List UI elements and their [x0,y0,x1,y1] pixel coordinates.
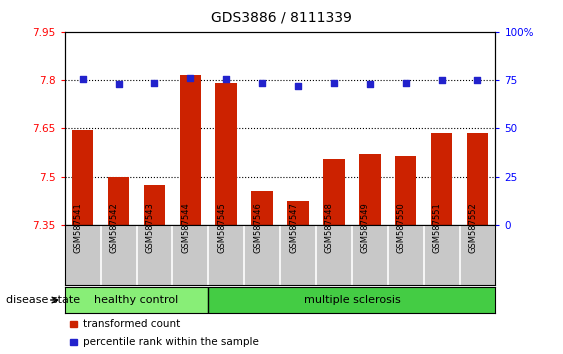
Point [437,77,446,83]
Point [78,76,87,82]
Point [293,83,302,89]
Text: GSM587549: GSM587549 [361,202,370,253]
Bar [180,75,201,225]
Text: GSM587542: GSM587542 [110,202,119,253]
Point [186,75,195,81]
Bar [70,321,77,327]
Point [258,80,267,86]
Bar [431,133,452,225]
Text: GSM587551: GSM587551 [432,202,441,253]
Text: disease state: disease state [6,295,80,305]
Text: GSM587547: GSM587547 [289,202,298,253]
Text: multiple sclerosis: multiple sclerosis [303,295,400,305]
Text: percentile rank within the sample: percentile rank within the sample [83,337,258,347]
Text: GSM587552: GSM587552 [468,202,477,253]
Point [222,76,231,82]
Text: GSM587548: GSM587548 [325,202,334,253]
Bar [467,133,488,225]
Point [401,80,410,86]
Text: GSM587543: GSM587543 [145,202,154,253]
Bar [70,339,77,345]
Point [365,81,374,87]
Bar [108,177,129,225]
Point [473,77,482,83]
Text: GSM587545: GSM587545 [217,202,226,253]
Point [329,80,338,86]
Point [114,81,123,87]
Bar [287,201,309,225]
Text: GDS3886 / 8111339: GDS3886 / 8111339 [211,11,352,25]
Bar [72,130,93,225]
Text: GSM587544: GSM587544 [181,202,190,253]
Bar [323,159,345,225]
Text: transformed count: transformed count [83,319,180,329]
Text: GSM587541: GSM587541 [74,202,83,253]
Text: GSM587546: GSM587546 [253,202,262,253]
Bar [395,156,417,225]
Bar [251,191,273,225]
Bar [144,184,166,225]
Bar [216,83,237,225]
Point [150,80,159,86]
Text: healthy control: healthy control [95,295,178,305]
Text: GSM587550: GSM587550 [397,202,406,253]
Bar [359,154,381,225]
